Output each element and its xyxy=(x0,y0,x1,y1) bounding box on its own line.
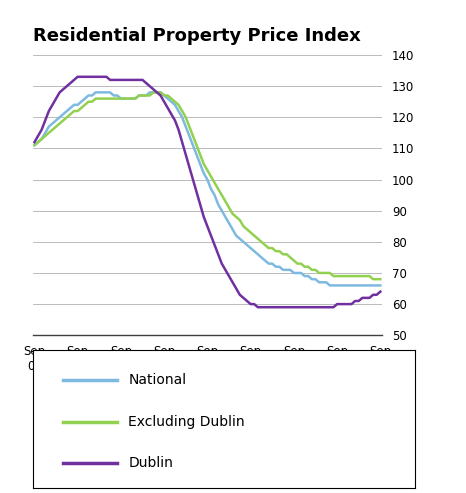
Text: Dublin: Dublin xyxy=(128,456,173,470)
Text: Residential Property Price Index: Residential Property Price Index xyxy=(33,27,360,45)
Text: Excluding Dublin: Excluding Dublin xyxy=(128,415,245,429)
Text: National: National xyxy=(128,373,186,387)
